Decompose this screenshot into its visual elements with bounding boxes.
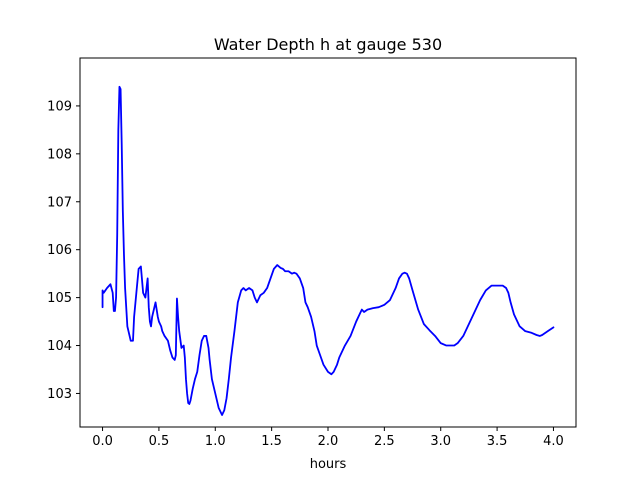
x-tick-label: 0.0 [92, 434, 113, 449]
x-tick-label: 1.5 [261, 434, 282, 449]
series-line-0 [101, 85, 555, 416]
x-tick-label: 0.5 [149, 434, 170, 449]
axes: 0.0 0.5 1.0 1.5 2.0 2.5 3.0 3.5 4.0 103 104 105 106 1… [47, 57, 577, 449]
y-tick-label: 106 [47, 243, 72, 258]
x-tick-label: 1.0 [205, 434, 226, 449]
x-tick-label: 2.5 [374, 434, 395, 449]
x-tick-label: 3.5 [487, 434, 508, 449]
y-tick-label: 104 [47, 339, 72, 354]
y-tick-label: 109 [47, 99, 72, 114]
x-tick-label: 3.0 [430, 434, 451, 449]
plot-area [101, 85, 555, 416]
x-tick-label: 4.0 [543, 434, 564, 449]
x-axis-label: hours [310, 457, 347, 472]
y-tick-label: 108 [47, 147, 72, 162]
chart-title: Water Depth h at gauge 530 [214, 35, 442, 54]
x-tick-label: 2.0 [318, 434, 339, 449]
y-tick-label: 107 [47, 195, 72, 210]
y-tick-label: 105 [47, 291, 72, 306]
y-tick-label: 103 [47, 387, 72, 402]
